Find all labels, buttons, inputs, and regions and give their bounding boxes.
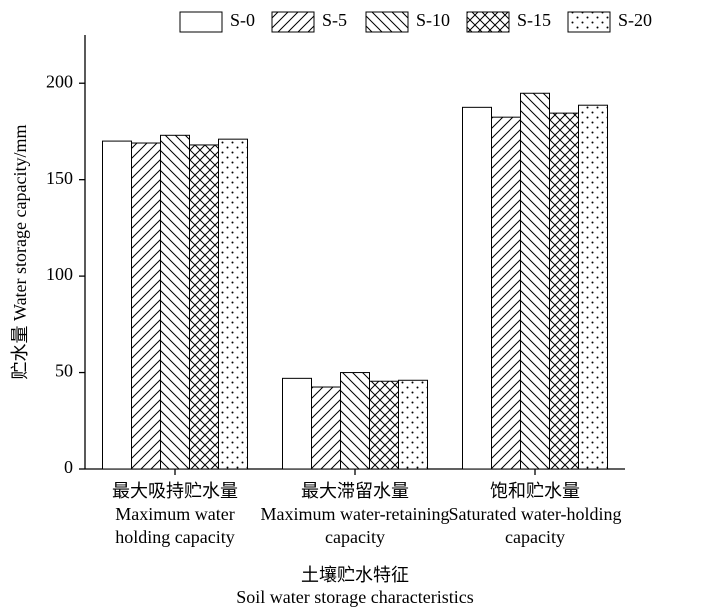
bar [549,112,579,470]
x-tick-label: Saturated water-holding [448,504,621,524]
bar [491,116,521,470]
bar [282,377,312,470]
x-tick-label: holding capacity [115,527,234,547]
legend-label: S-5 [322,10,347,30]
legend-label: S-20 [618,10,652,30]
x-tick-label: capacity [325,527,385,547]
bar [369,380,399,470]
bar [520,92,550,470]
legend-swatch [466,11,510,33]
y-tick-label: 0 [64,457,73,477]
y-tick-label: 150 [46,168,73,188]
legend-swatch [179,11,223,33]
y-tick-label: 200 [46,71,73,91]
bar [340,372,370,470]
legend-label: S-10 [416,10,450,30]
x-axis-title: 土壤贮水特征 [301,565,409,585]
bar [462,106,492,470]
x-tick-label: 饱和贮水量 [490,481,580,501]
y-tick-label: 50 [55,361,73,381]
y-axis-title: 贮水量 Water storage capacity/mm [10,125,30,380]
x-tick-label: Maximum water [115,504,234,524]
x-tick-label: 最大滞留水量 [301,481,409,501]
x-tick-label: Maximum water-retaining [260,504,449,524]
bar [131,142,161,470]
bar [102,140,132,470]
legend-swatch [365,11,409,33]
y-tick-label: 100 [46,264,73,284]
bar [160,134,190,470]
bar [311,386,341,470]
bar [189,144,219,470]
legend-swatch [271,11,315,33]
legend-swatch [567,11,611,33]
x-tick-label: 最大吸持贮水量 [112,481,238,501]
x-axis-title: Soil water storage characteristics [236,587,473,607]
legend-label: S-0 [230,10,255,30]
legend-label: S-15 [517,10,551,30]
bar [398,379,428,470]
bar [218,138,248,470]
x-tick-label: capacity [505,527,565,547]
bar [578,104,608,470]
